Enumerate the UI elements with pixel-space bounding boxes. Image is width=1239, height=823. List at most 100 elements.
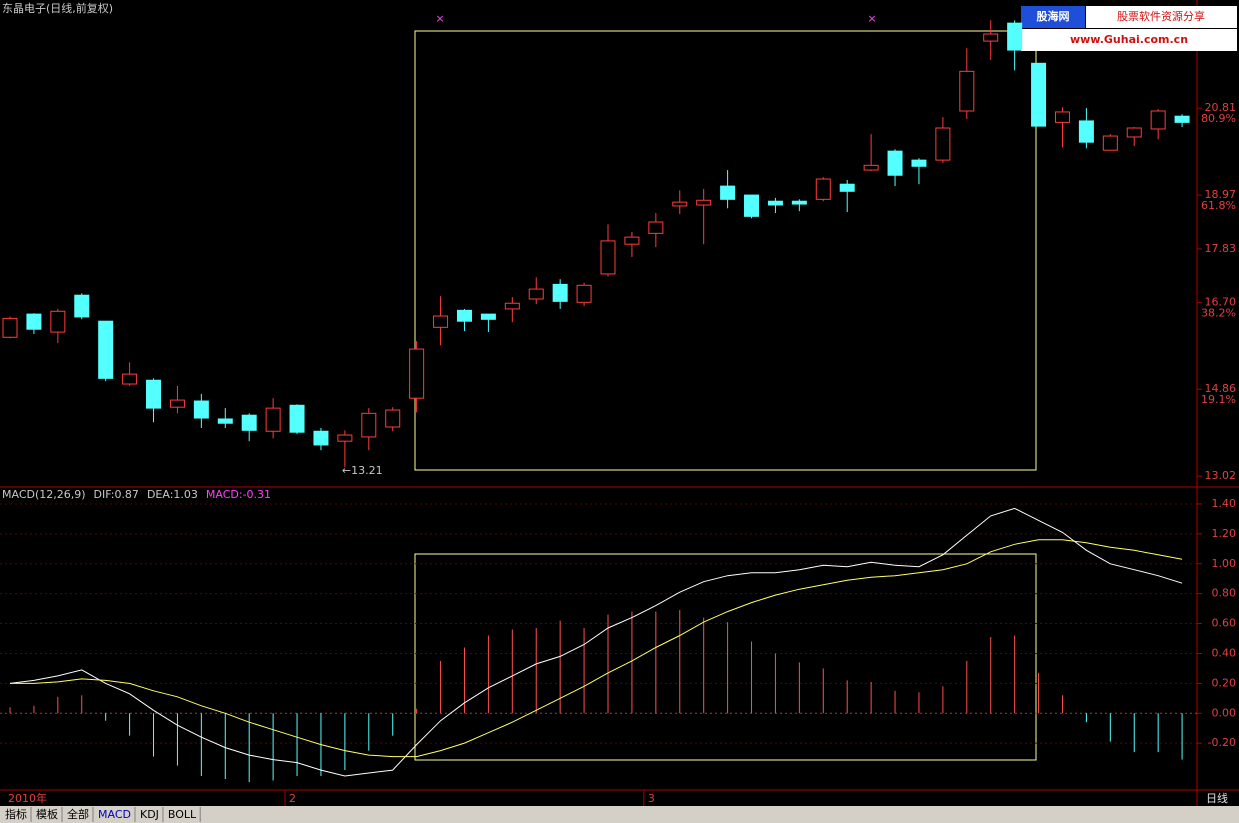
y-tick-label: 0.20 <box>1212 676 1237 689</box>
legend-entry: DEA:1.03 <box>147 488 198 501</box>
candle-body <box>122 373 138 385</box>
candle-body <box>241 414 257 431</box>
candle-body <box>361 412 377 438</box>
candle-body <box>504 302 520 310</box>
candle-body <box>767 200 783 206</box>
x-tick-label: 2010年 <box>8 791 47 805</box>
y-tick-label: 18.97 <box>1205 188 1237 201</box>
candle-body <box>265 407 281 432</box>
y-tick-label: 14.86 <box>1205 382 1237 395</box>
period-label: 日线 <box>1206 791 1228 805</box>
indicator-title: MACD(12,26,9) <box>2 488 86 501</box>
y-tick-label: 20.81 <box>1205 101 1237 114</box>
legend-entry: MACD:-0.31 <box>206 488 271 501</box>
stock-title: 东晶电子(日线,前复权) <box>2 1 113 15</box>
candle-body <box>744 194 760 217</box>
indicator-tab[interactable]: KDJ <box>140 808 159 821</box>
indicator-tab[interactable]: 全部 <box>67 807 89 821</box>
candle-body <box>863 164 879 171</box>
indicator-tab[interactable]: BOLL <box>168 808 197 821</box>
candle-body <box>624 236 640 245</box>
logo-box <box>1086 6 1237 28</box>
highlight-box <box>414 553 1037 761</box>
logo-box <box>1021 6 1085 28</box>
fib-label: 38.2% <box>1201 306 1236 319</box>
candle-body <box>193 400 209 419</box>
fib-label: 80.9% <box>1201 112 1236 125</box>
candle-body <box>1102 135 1118 151</box>
candle-body <box>791 200 807 205</box>
candle-body <box>887 150 903 176</box>
indicator-tab[interactable]: 指标 <box>5 807 27 821</box>
watermark-url: www.Guhai.com.cn <box>1070 33 1188 46</box>
candle-body <box>409 348 425 399</box>
y-tick-label: 1.00 <box>1212 557 1237 570</box>
candle-body <box>1150 110 1166 130</box>
candle-body <box>1126 127 1142 138</box>
x-tick-label: 3 <box>648 792 655 805</box>
candle-body <box>217 418 233 424</box>
candle-body <box>672 201 688 207</box>
candle-body <box>385 409 401 428</box>
candle-body <box>2 317 18 338</box>
candle-body <box>1054 111 1070 123</box>
candle-body <box>50 310 66 333</box>
y-tick-label: 1.40 <box>1212 497 1237 510</box>
candle-body <box>74 294 90 318</box>
y-tick-label: 0.00 <box>1212 706 1237 719</box>
candle-body <box>313 430 329 446</box>
candle-body <box>839 183 855 192</box>
watermark-slogan: 股票软件资源分享 <box>1117 9 1205 23</box>
candle-body <box>648 221 664 234</box>
indicator-tab[interactable]: 模板 <box>36 807 58 821</box>
candle-body <box>983 33 999 42</box>
marker: × <box>867 12 876 25</box>
candle-body <box>528 288 544 300</box>
candle-body <box>289 404 305 433</box>
y-tick-label: -0.20 <box>1208 736 1236 749</box>
legend-entry: DIF:0.87 <box>94 488 139 501</box>
candle-body <box>911 159 927 167</box>
candle-body <box>935 127 951 161</box>
highlight-box <box>414 30 1037 471</box>
candle-body <box>815 178 831 200</box>
candle-body <box>146 379 162 409</box>
candle-body <box>696 199 712 206</box>
x-tick-label: 2 <box>289 792 296 805</box>
candle-body <box>480 313 496 320</box>
fib-label: 19.1% <box>1201 393 1236 406</box>
y-tick-label: 0.40 <box>1212 646 1237 659</box>
y-tick-label: 16.70 <box>1205 295 1237 308</box>
candle-body <box>98 320 114 379</box>
indicator-line <box>10 539 1183 758</box>
candle-body <box>1078 120 1094 143</box>
y-tick-label: 13.02 <box>1205 469 1237 482</box>
candle-body <box>26 313 42 330</box>
candle-body <box>720 185 736 200</box>
indicator-tab[interactable]: MACD <box>98 808 131 821</box>
candle-body <box>959 70 975 112</box>
marker: × <box>435 12 444 25</box>
candle-body <box>433 315 449 328</box>
candle-body <box>1031 62 1047 127</box>
candle-body <box>1174 115 1190 123</box>
candle-body <box>337 434 353 442</box>
fib-label: 61.8% <box>1201 199 1236 212</box>
y-tick-label: 0.80 <box>1212 587 1237 600</box>
candle-body <box>576 284 592 303</box>
y-tick-label: 17.83 <box>1205 242 1237 255</box>
y-tick-label: 1.20 <box>1212 527 1237 540</box>
candle-body <box>456 309 472 322</box>
candle-body <box>169 399 185 408</box>
candle-body <box>600 240 616 275</box>
indicator-line <box>9 507 1183 777</box>
period-box <box>1199 791 1239 806</box>
candle-body <box>1007 22 1023 51</box>
logo-box <box>1021 29 1237 51</box>
tab-bar <box>0 806 1239 823</box>
y-tick-label: 0.60 <box>1212 617 1237 630</box>
candle-body <box>552 283 568 302</box>
watermark-name: 股海网 <box>1037 9 1070 23</box>
low-annotation: ←13.21 <box>342 464 383 477</box>
